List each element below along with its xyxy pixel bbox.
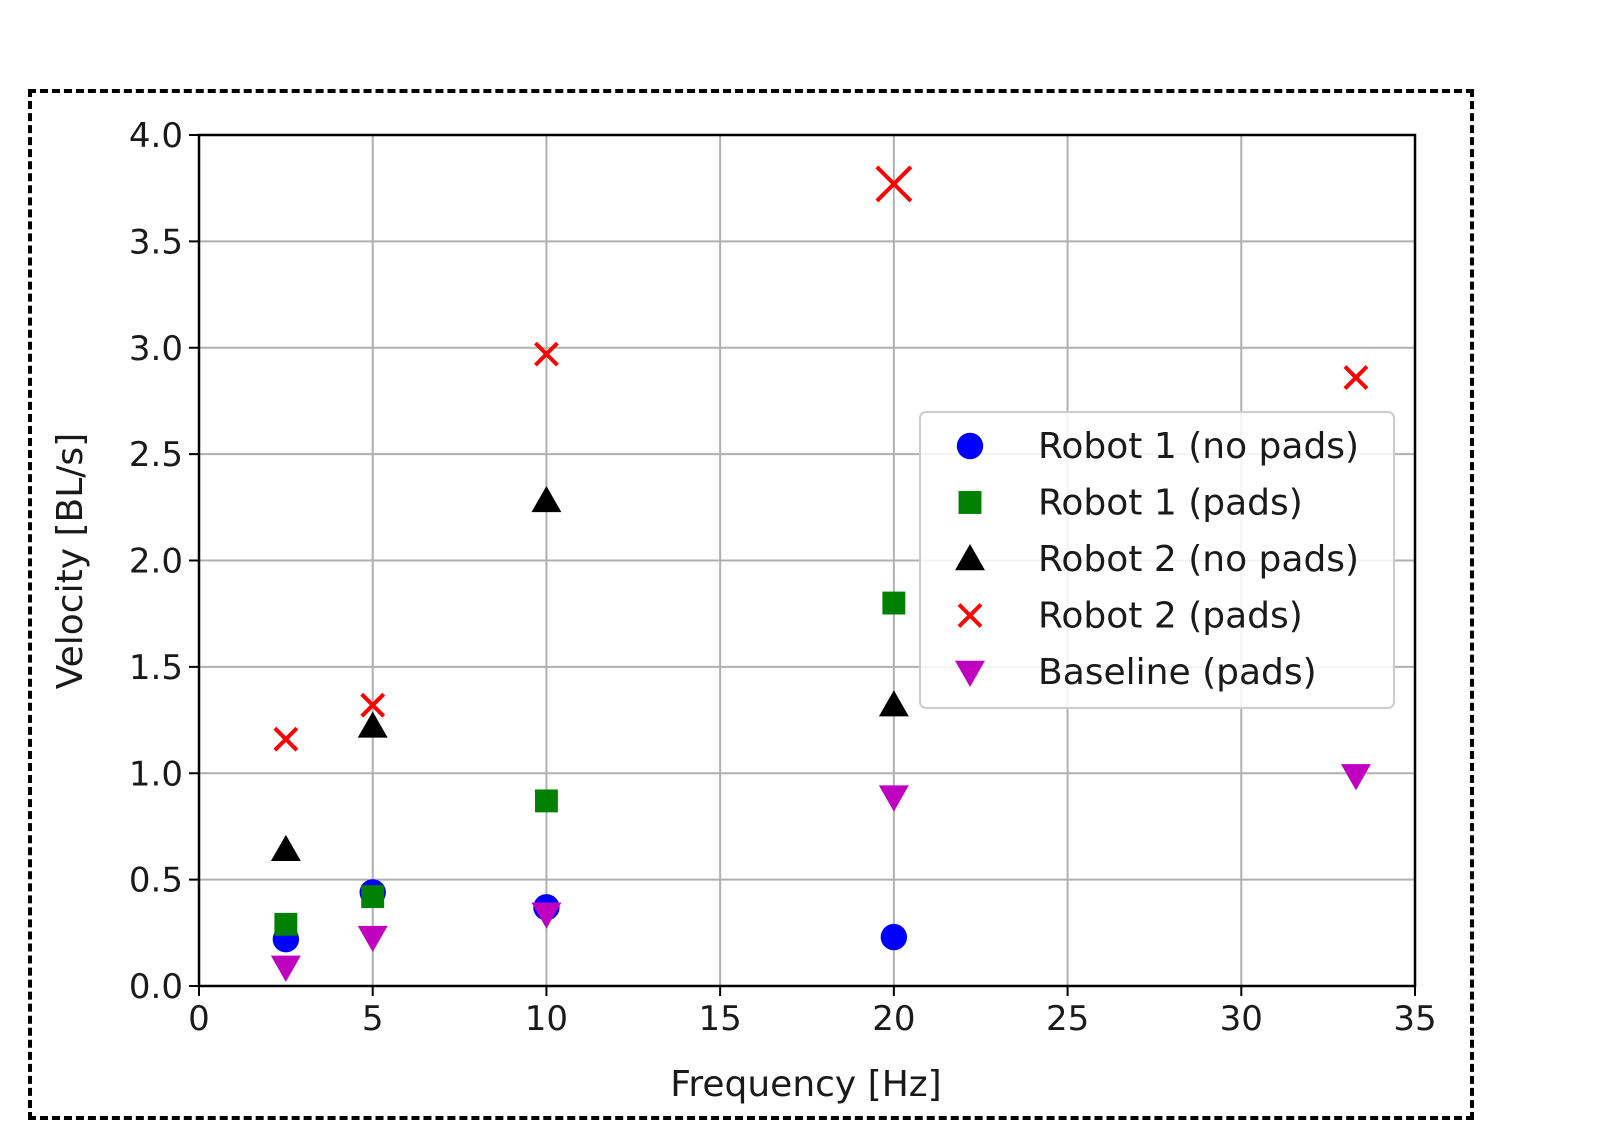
data-point	[270, 834, 301, 862]
data-point	[357, 925, 388, 953]
data-point	[361, 885, 385, 909]
legend-box	[919, 411, 1395, 709]
data-point	[880, 923, 908, 951]
data-markers	[270, 165, 1371, 982]
data-point	[1340, 764, 1371, 791]
data-point	[878, 785, 909, 812]
y-tick-label: 2.0	[129, 542, 183, 582]
x-axis-label: Frequency [Hz]	[670, 1064, 941, 1105]
legend-label: Robot 2 (pads)	[1038, 596, 1303, 637]
y-tick-label: 4.0	[129, 116, 183, 156]
y-tick-label: 3.5	[129, 222, 183, 262]
series-markers	[274, 591, 906, 936]
legend-label: Robot 1 (no pads)	[1038, 426, 1359, 467]
data-point	[1343, 365, 1369, 390]
data-point	[882, 591, 906, 615]
data-point	[534, 341, 559, 367]
legend-marker	[955, 660, 985, 687]
legend-marker	[955, 544, 985, 571]
legend-label: Robot 1 (pads)	[1038, 483, 1303, 524]
x-tick-label: 30	[1220, 999, 1263, 1039]
y-tick-label: 3.0	[129, 329, 183, 369]
data-point	[357, 711, 388, 738]
data-point	[878, 690, 909, 717]
legend: Robot 1 (no pads) Robot 1 (pads) Robot 2 (…	[919, 411, 1395, 709]
x-tick-label: 15	[699, 999, 742, 1039]
legend-label: Baseline (pads)	[1038, 652, 1317, 693]
y-tick-label: 2.5	[129, 435, 183, 475]
data-point	[270, 955, 301, 982]
x-tick-label: 0	[188, 999, 210, 1039]
data-point	[534, 789, 558, 813]
x-tick-label: 5	[362, 999, 384, 1039]
x-tick-label: 10	[525, 999, 568, 1039]
data-point	[531, 902, 562, 929]
series-markers	[270, 764, 1371, 982]
data-point	[360, 692, 386, 718]
x-tick-label: 25	[1046, 999, 1089, 1039]
x-tick-label: 20	[872, 999, 915, 1039]
data-point	[273, 726, 299, 752]
x-axis-ticks: 0 5 10 15 20 25 30 35	[188, 986, 1437, 1039]
legend-marker	[957, 603, 983, 628]
y-tick-label: 1.0	[129, 754, 183, 794]
y-tick-label: 0.0	[129, 967, 183, 1007]
data-point	[531, 485, 562, 513]
series-markers	[273, 165, 1369, 752]
data-point	[875, 165, 913, 203]
legend-marker	[958, 491, 982, 514]
data-point	[274, 912, 298, 936]
legend-label: Robot 2 (no pads)	[1038, 539, 1359, 580]
y-tick-label: 0.5	[129, 861, 183, 901]
y-tick-label: 1.5	[129, 648, 183, 688]
series-markers	[270, 485, 909, 862]
y-axis-label: Velocity [BL/s]	[50, 433, 91, 689]
dashed-border-frame	[28, 89, 1474, 1120]
x-tick-label: 35	[1393, 999, 1436, 1039]
legend-marker	[956, 432, 984, 460]
y-axis-ticks: 0.0 0.5 1.0 1.5 2.0 2.5 3.0 3.5 4.0	[129, 116, 199, 1007]
